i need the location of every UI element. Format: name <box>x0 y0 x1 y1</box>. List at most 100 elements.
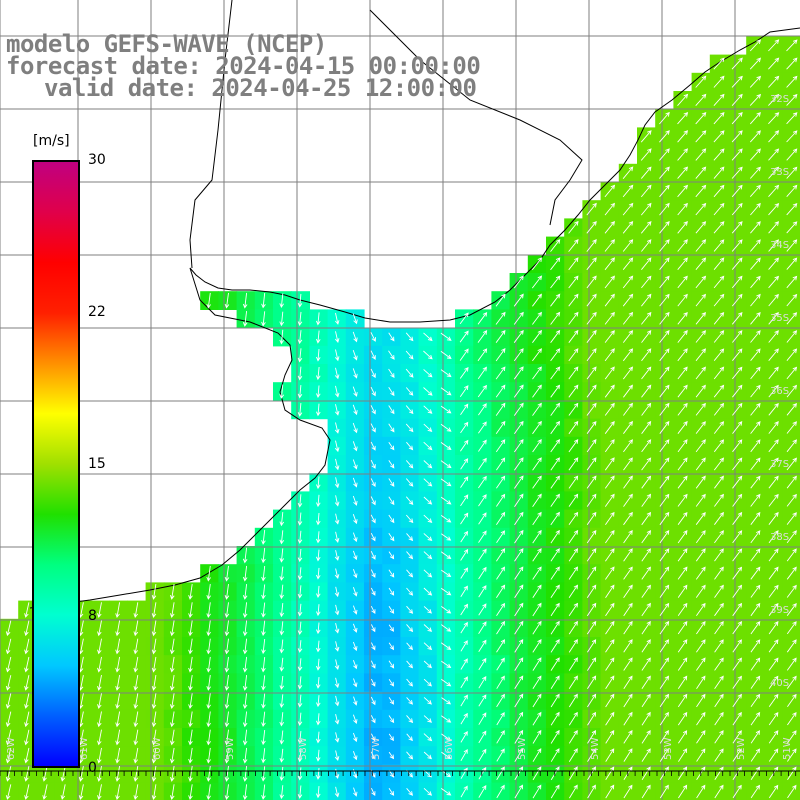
wind-vector-arrow <box>334 477 340 489</box>
wind-vector-arrow <box>659 257 670 270</box>
wind-vector-arrow <box>478 566 487 580</box>
wind-vector-arrow <box>786 439 797 453</box>
wind-vector-arrow <box>677 257 688 270</box>
wind-vector-arrow <box>623 711 633 726</box>
wind-vector-arrow <box>406 642 414 651</box>
wind-vector-arrow <box>5 784 12 800</box>
wind-vector-arrow <box>353 787 358 797</box>
wind-vector-arrow <box>279 639 285 654</box>
wind-vector-arrow <box>786 293 798 307</box>
wind-vector-arrow <box>586 311 597 325</box>
wind-vector-arrow <box>315 786 321 799</box>
wind-vector-arrow <box>532 584 542 598</box>
wind-vector-arrow <box>261 784 266 800</box>
wind-vector-arrow <box>659 457 670 471</box>
wind-vector-arrow <box>568 548 579 562</box>
wind-vector-arrow <box>623 384 633 398</box>
wind-vector-arrow <box>659 420 670 434</box>
wind-vector-arrow <box>24 711 30 728</box>
wind-vector-arrow <box>388 368 395 378</box>
wind-vector-arrow <box>440 788 452 796</box>
wind-vector-arrow <box>604 293 615 307</box>
wind-vector-arrow <box>604 220 615 234</box>
wind-vector-arrow <box>550 329 561 343</box>
wind-vector-arrow <box>605 530 615 544</box>
wind-vector-arrow <box>315 531 321 544</box>
wind-vector-arrow <box>406 733 413 742</box>
wind-vector-arrow <box>151 584 157 600</box>
wind-vector-arrow <box>640 166 652 179</box>
wind-vector-arrow <box>586 348 597 362</box>
model-title: modelo GEFS-WAVE (NCEP) <box>6 30 327 58</box>
wind-vector-arrow <box>406 660 414 669</box>
wind-vector-arrow <box>696 657 706 671</box>
wind-vector-arrow <box>297 658 303 672</box>
wind-vector-arrow <box>659 548 670 562</box>
wind-vector-arrow <box>334 458 340 471</box>
wind-vector-arrow <box>623 639 633 653</box>
wind-vector-arrow <box>786 602 797 616</box>
wind-vector-arrow <box>605 657 615 671</box>
wind-vector-arrow <box>169 766 175 782</box>
wind-vector-arrow <box>750 711 761 726</box>
wind-vector-arrow <box>786 93 798 106</box>
wind-vector-arrow <box>478 639 487 653</box>
wind-vector-arrow <box>460 621 468 634</box>
wind-vector-arrow <box>768 693 779 708</box>
wind-vector-arrow <box>279 748 285 763</box>
wind-vector-arrow <box>169 711 175 728</box>
wind-vector-arrow <box>279 785 285 800</box>
wind-vector-arrow <box>478 439 487 452</box>
wind-vector-arrow <box>587 675 597 690</box>
wind-vector-arrow <box>370 569 376 578</box>
latitude-label: 40S <box>770 678 789 689</box>
wind-vector-arrow <box>133 711 139 728</box>
wind-vector-arrow <box>604 330 615 343</box>
valid-date: valid date: 2024-04-25 12:00:00 <box>44 74 477 102</box>
wind-vector-arrow <box>459 348 469 361</box>
wind-vector-arrow <box>641 548 651 562</box>
wind-vector-arrow <box>677 621 688 635</box>
wind-vector-arrow <box>352 459 358 470</box>
wind-vector-arrow <box>659 130 670 143</box>
wind-vector-arrow <box>568 311 579 325</box>
wind-vector-arrow <box>659 730 669 744</box>
wind-vector-arrow <box>352 331 358 343</box>
wind-vector-arrow <box>787 693 797 708</box>
wind-vector-arrow <box>749 130 761 143</box>
wind-vector-arrow <box>677 402 688 416</box>
wind-vector-arrow <box>352 660 358 670</box>
wind-vector-arrow <box>24 620 30 637</box>
wind-vector-arrow <box>732 475 743 489</box>
wind-vector-arrow <box>532 657 542 671</box>
wind-vector-arrow <box>388 532 395 542</box>
wind-vector-arrow <box>713 402 725 416</box>
wind-vector-arrow <box>622 257 634 270</box>
wind-vector-arrow <box>242 311 248 327</box>
wind-vector-arrow <box>713 112 725 125</box>
longitude-label: 61W <box>79 737 90 760</box>
wind-vector-arrow <box>623 602 633 617</box>
wind-vector-arrow <box>677 457 688 471</box>
wind-vector-arrow <box>532 439 542 453</box>
wind-vector-arrow <box>315 403 321 417</box>
wind-vector-arrow <box>731 293 743 307</box>
wind-vector-arrow <box>695 421 706 434</box>
wind-vector-arrow <box>224 675 230 691</box>
wind-vector-arrow <box>550 693 560 708</box>
wind-vector-arrow <box>550 239 561 252</box>
wind-vector-arrow <box>151 766 157 782</box>
wind-vector-arrow <box>206 584 211 600</box>
wind-vector-arrow <box>695 130 707 143</box>
wind-vector-arrow <box>514 457 524 471</box>
wind-vector-arrow <box>334 695 340 707</box>
wind-vector-arrow <box>352 641 358 652</box>
wind-vector-arrow <box>297 785 303 799</box>
wind-vector-arrow <box>568 257 579 271</box>
wind-vector-arrow <box>786 57 798 70</box>
wind-vector-arrow <box>169 693 175 710</box>
wind-vector-arrow <box>713 275 725 289</box>
wind-vector-arrow <box>460 731 468 743</box>
wind-vector-arrow <box>695 112 707 125</box>
wind-vector-arrow <box>532 602 542 617</box>
